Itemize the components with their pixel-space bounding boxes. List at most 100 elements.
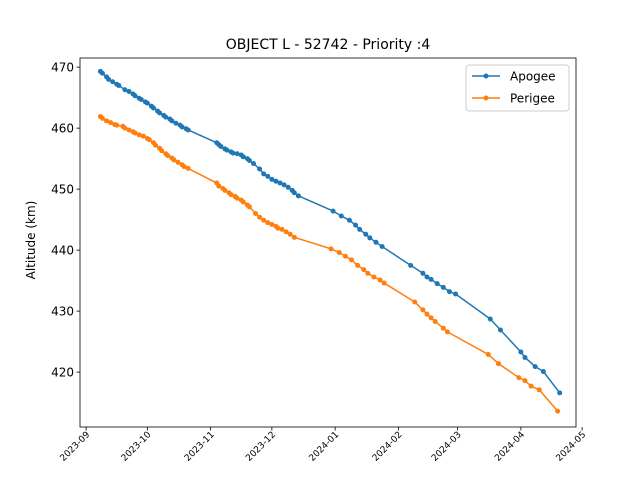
- apogee-point: [246, 157, 252, 163]
- y-axis-label: Altitude (km): [24, 201, 38, 280]
- x-tick-label: 2023-12: [244, 430, 278, 464]
- perigee-point: [328, 246, 334, 252]
- perigee-point: [146, 137, 152, 143]
- perigee-point: [126, 127, 132, 133]
- apogee-point: [257, 166, 263, 172]
- apogee-point: [269, 176, 275, 182]
- apogee-point: [453, 291, 459, 297]
- apogee-point: [420, 270, 426, 276]
- apogee-point: [240, 154, 246, 160]
- perigee-point: [291, 234, 297, 240]
- perigee-point: [228, 192, 234, 198]
- apogee-point: [338, 213, 344, 219]
- perigee-point: [261, 217, 267, 223]
- apogee-point: [251, 161, 256, 167]
- apogee-point: [440, 284, 446, 290]
- x-tick-label: 2024-02: [371, 430, 405, 464]
- apogee-point: [122, 87, 128, 93]
- apogee-point: [446, 289, 452, 295]
- perigee-point: [165, 153, 171, 159]
- apogee-point: [144, 100, 150, 106]
- apogee-point: [138, 96, 144, 102]
- perigee-point: [222, 187, 228, 193]
- perigee-point: [536, 387, 542, 393]
- apogee-point: [116, 82, 122, 88]
- apogee-point: [557, 390, 563, 396]
- legend-apogee-marker: [483, 73, 489, 79]
- apogee-point: [408, 262, 414, 268]
- perigee-point: [140, 133, 146, 139]
- perigee-point: [432, 318, 438, 324]
- perigee-point: [234, 195, 240, 201]
- perigee-point: [342, 253, 348, 259]
- perigee-point: [444, 329, 450, 335]
- apogee-point: [497, 327, 503, 333]
- apogee-point: [346, 217, 352, 223]
- apogee-point: [150, 105, 156, 111]
- perigee-point: [348, 257, 354, 263]
- legend-perigee-marker: [483, 95, 489, 101]
- apogee-point: [261, 171, 267, 177]
- perigee-point: [495, 361, 501, 367]
- perigee-point: [269, 222, 275, 228]
- perigee-point: [424, 311, 430, 317]
- perigee-point: [104, 118, 110, 124]
- perigee-point: [377, 277, 383, 283]
- apogee-point: [379, 243, 385, 249]
- perigee-point: [555, 408, 561, 414]
- y-tick-label: 420: [51, 365, 74, 379]
- perigee-point: [159, 148, 165, 154]
- apogee-point: [487, 316, 493, 322]
- perigee-point: [522, 378, 528, 384]
- plot-area: [97, 68, 563, 414]
- apogee-point: [281, 182, 287, 188]
- perigee-point: [171, 157, 177, 163]
- y-tick-label: 430: [51, 304, 74, 318]
- perigee-point: [428, 315, 434, 321]
- apogee-point: [357, 226, 363, 232]
- axes-frame: [79, 57, 577, 428]
- apogee-point: [285, 184, 291, 190]
- perigee-point: [485, 351, 491, 357]
- apogee-point: [230, 150, 236, 156]
- y-tick-label: 460: [51, 121, 74, 135]
- x-tick-label: 2024-04: [493, 430, 527, 464]
- apogee-point: [126, 89, 132, 95]
- apogee-point: [353, 222, 359, 228]
- perigee-point: [240, 199, 246, 205]
- perigee-point: [336, 250, 342, 256]
- apogee-point: [179, 124, 185, 130]
- y-tick-label: 440: [51, 243, 74, 257]
- apogee-point: [185, 127, 191, 133]
- apogee-point: [330, 208, 336, 214]
- perigee-point: [265, 220, 271, 226]
- perigee-point: [257, 214, 263, 220]
- perigee-point: [365, 270, 371, 276]
- apogee-point: [106, 76, 112, 82]
- perigee-point: [108, 120, 114, 126]
- perigee-point: [440, 325, 446, 331]
- apogee-point: [363, 231, 369, 237]
- perigee-point: [99, 115, 105, 121]
- perigee-point: [355, 262, 361, 268]
- apogee-point: [99, 70, 105, 76]
- perigee-point: [246, 204, 252, 210]
- apogee-point: [434, 281, 440, 287]
- perigee-point: [175, 159, 181, 165]
- perigee-point: [132, 130, 138, 136]
- perigee-point: [216, 183, 222, 189]
- y-tick-label: 450: [51, 182, 74, 196]
- x-tick-label: 2024-05: [555, 430, 589, 464]
- apogee-point: [367, 235, 373, 241]
- perigee-point: [275, 225, 281, 231]
- perigee-point: [185, 165, 191, 171]
- apogee-point: [540, 369, 546, 374]
- perigee-point: [381, 280, 387, 286]
- apogee-point: [224, 147, 230, 153]
- apogee-point: [234, 151, 240, 157]
- legend: Apogee Perigee: [465, 64, 570, 112]
- perigee-point: [283, 229, 289, 235]
- apogee-point: [173, 120, 179, 126]
- perigee-point: [420, 307, 426, 313]
- perigee-point: [122, 125, 128, 131]
